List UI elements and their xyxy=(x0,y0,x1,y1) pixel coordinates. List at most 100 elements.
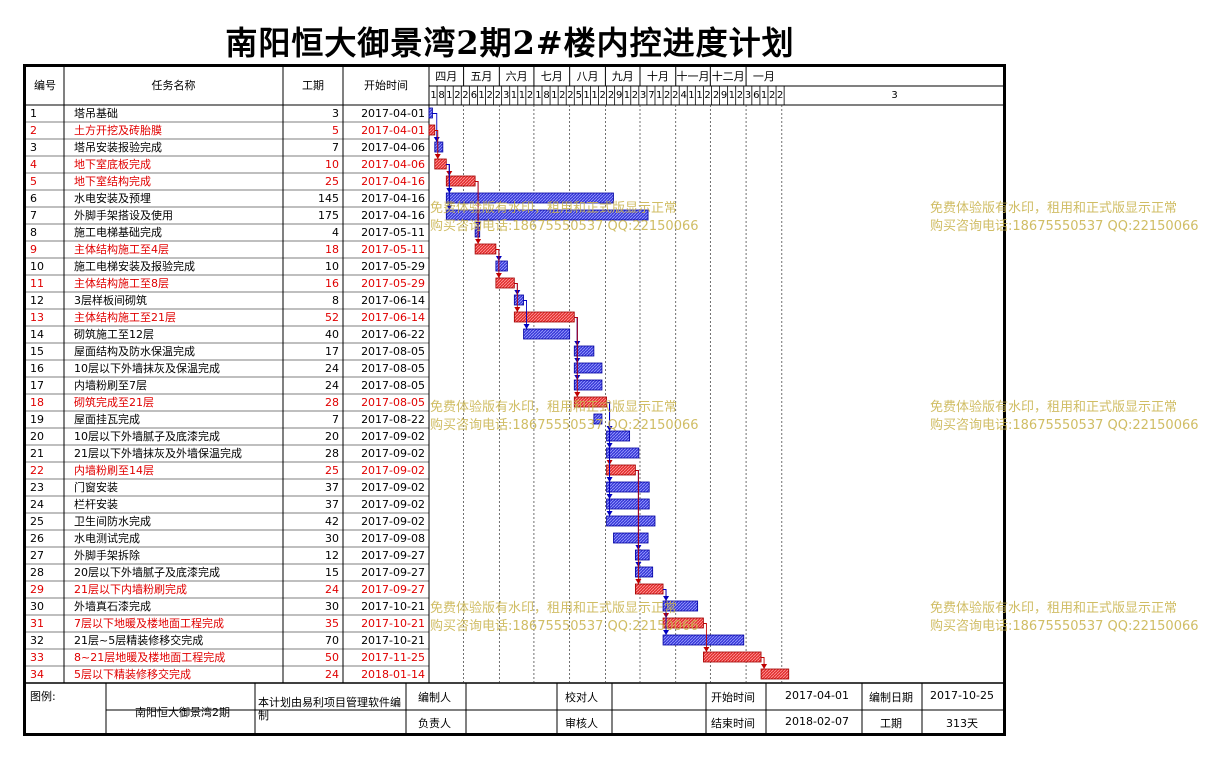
task-start: 2017-05-29 xyxy=(361,260,425,273)
week-label: 14 xyxy=(655,90,663,101)
task-start: 2017-09-02 xyxy=(361,515,425,528)
dependency-link xyxy=(703,623,707,652)
gantt-bar xyxy=(445,192,614,204)
gantt-bar xyxy=(445,175,476,187)
gantt-bar xyxy=(662,634,745,646)
dependency-link xyxy=(434,130,439,159)
task-duration: 3 xyxy=(332,107,339,120)
task-id: 17 xyxy=(30,379,44,392)
task-start: 2017-09-02 xyxy=(361,464,425,477)
dependency-link xyxy=(475,181,479,244)
gantt-bar xyxy=(428,124,436,136)
week-label: 28 xyxy=(672,90,679,101)
dependency-link xyxy=(446,164,450,210)
task-name: 10层以下外墙腻子及底漆完成 xyxy=(74,430,220,443)
gantt-bar xyxy=(606,481,650,493)
software-note: 本计划由易利项目管理软件编制 xyxy=(258,696,401,722)
gantt-bar xyxy=(434,158,447,170)
task-id: 1 xyxy=(30,107,37,120)
dependency-arrow xyxy=(761,664,768,669)
dependency-arrow xyxy=(606,511,613,516)
gantt-bar xyxy=(513,294,524,306)
task-name: 外脚手架搭设及使用 xyxy=(74,209,173,222)
week-label: 12 xyxy=(583,90,590,101)
gantt-bar xyxy=(606,498,650,510)
task-duration: 24 xyxy=(325,583,339,596)
header-start: 开始时间 xyxy=(364,79,408,92)
task-name: 内墙粉刷至7层 xyxy=(74,379,147,392)
task-name: 栏杆安装 xyxy=(74,498,118,511)
task-name: 卫生间防水完成 xyxy=(74,515,151,528)
task-id: 2 xyxy=(30,124,37,137)
week-label: 15 xyxy=(446,90,453,101)
task-id: 31 xyxy=(30,617,44,630)
week-label: 24 xyxy=(526,90,534,101)
week-label: 20 xyxy=(768,90,776,101)
gantt-bar xyxy=(662,600,699,612)
week-label: 19 xyxy=(591,90,598,101)
task-start: 2017-05-11 xyxy=(361,243,425,256)
week-label: 1 xyxy=(535,90,542,101)
task-id: 15 xyxy=(30,345,44,358)
task-name: 施工电梯安装及报验完成 xyxy=(74,260,195,273)
task-id: 30 xyxy=(30,600,44,613)
task-duration: 15 xyxy=(325,566,339,579)
task-id: 12 xyxy=(30,294,44,307)
task-start: 2017-04-16 xyxy=(361,175,425,188)
dependency-arrow xyxy=(703,647,710,652)
dependency-arrow xyxy=(495,273,502,278)
gantt-bar xyxy=(573,379,603,391)
week-label: 15 xyxy=(551,90,558,101)
task-start: 2017-08-05 xyxy=(361,362,425,375)
gantt-bar xyxy=(573,345,595,357)
gantt-bar xyxy=(428,107,433,119)
dependency-link xyxy=(523,300,527,329)
duration-value: 313天 xyxy=(946,717,978,730)
gantt-bar xyxy=(474,243,497,255)
task-name: 水电安装及预埋 xyxy=(74,192,151,205)
month-label: 十月 xyxy=(646,70,669,83)
task-id: 16 xyxy=(30,362,44,375)
header-duration: 工期 xyxy=(302,79,324,92)
task-name: 砌筑完成至21层 xyxy=(74,396,154,409)
month-label: 九月 xyxy=(611,70,634,83)
task-name: 10层以下外墙抹灰及保温完成 xyxy=(74,362,220,375)
task-duration: 50 xyxy=(325,651,339,664)
task-start: 2017-09-02 xyxy=(361,498,425,511)
dependency-arrow xyxy=(574,392,581,397)
task-duration: 37 xyxy=(325,481,339,494)
gantt-bar xyxy=(606,447,640,459)
task-id: 7 xyxy=(30,209,37,222)
task-id: 3 xyxy=(30,141,37,154)
task-id: 5 xyxy=(30,175,37,188)
task-name: 土方开挖及砖胎膜 xyxy=(74,124,162,137)
task-id: 6 xyxy=(30,192,37,205)
task-name: 门窗安装 xyxy=(74,481,118,494)
gantt-bar xyxy=(573,396,607,408)
week-label: 23 xyxy=(631,90,639,101)
dependency-link xyxy=(574,317,578,397)
task-id: 28 xyxy=(30,566,44,579)
dependency-arrow xyxy=(433,137,440,142)
task-duration: 145 xyxy=(318,192,339,205)
date-value: 2017-10-25 xyxy=(930,689,994,702)
task-start: 2017-09-27 xyxy=(361,566,425,579)
month-label: 十二月 xyxy=(711,70,745,83)
task-start: 2017-04-01 xyxy=(361,124,425,137)
gantt-bar xyxy=(613,532,649,544)
task-id: 25 xyxy=(30,515,44,528)
task-id: 9 xyxy=(30,243,37,256)
gantt-bar xyxy=(606,430,631,442)
task-start: 2017-05-29 xyxy=(361,277,425,290)
dependency-arrow xyxy=(514,307,521,312)
gantt-bar xyxy=(662,617,704,629)
week-label: 22 xyxy=(454,90,461,101)
task-name: 塔吊安装报验完成 xyxy=(74,141,162,154)
task-start: 2017-08-05 xyxy=(361,345,425,358)
task-start: 2017-06-14 xyxy=(361,311,425,324)
week-label: 10 xyxy=(510,90,518,101)
task-start: 2017-09-08 xyxy=(361,532,425,545)
task-duration: 4 xyxy=(332,226,339,239)
week-label: 29 xyxy=(567,90,574,101)
task-id: 32 xyxy=(30,634,44,647)
